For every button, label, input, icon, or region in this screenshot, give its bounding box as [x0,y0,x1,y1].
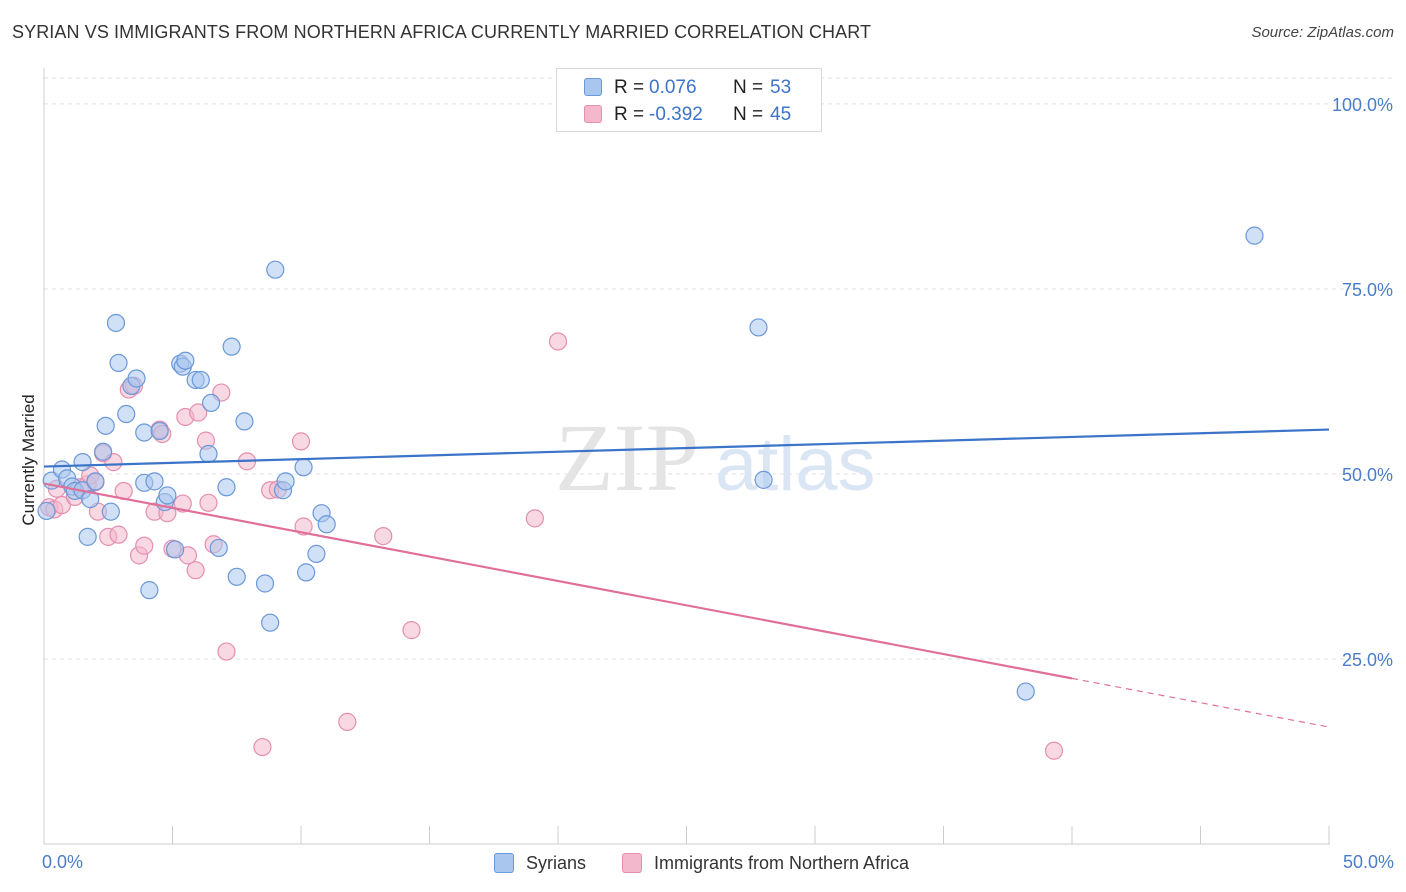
data-point-syrians [276,472,295,491]
data-point-syrians [145,472,164,491]
data-point-syrians [81,490,100,509]
data-point-syrians [78,527,97,546]
data-point-syrians [1016,682,1035,701]
data-point-syrians [255,574,275,593]
data-point-syrians [150,421,169,441]
data-point-northern-africa [548,332,568,351]
trend-lines [43,428,1330,728]
data-point-northern-africa [402,621,421,640]
y-tick-label: 75.0% [1342,280,1393,300]
data-point-syrians [106,313,126,333]
data-point-syrians [191,370,210,390]
data-point-syrians [217,478,236,497]
trend-line-syrians [43,428,1330,468]
data-point-syrians [94,442,113,461]
data-point-northern-africa [186,561,205,580]
data-point-syrians [235,412,254,431]
data-point-syrians [101,502,120,521]
data-point-syrians [754,470,773,489]
r-label: R = [614,104,645,125]
series-northern-africa-points [40,332,1064,760]
data-point-syrians [201,393,221,413]
watermark: ZIP atlas [555,404,876,511]
data-point-syrians [135,423,154,442]
data-point-northern-africa [109,525,128,544]
source-label: Source: ZipAtlas.com [1251,24,1394,41]
data-point-syrians [165,540,185,559]
n-value: 45 [770,104,792,125]
data-point-syrians [127,369,146,388]
data-point-syrians [222,337,241,356]
trend-line-northern-africa [43,482,1073,680]
data-point-northern-africa [374,527,393,546]
watermark-zip: ZIP [555,404,699,511]
data-point-syrians [73,453,92,472]
data-point-northern-africa [135,536,154,555]
data-point-syrians [109,353,128,373]
data-point-syrians [1245,226,1264,245]
data-point-northern-africa [1044,741,1064,760]
legend-label-northern-africa: Immigrants from Northern Africa [654,853,910,873]
data-point-syrians [317,515,336,534]
r-value: 0.076 [649,77,697,98]
data-point-northern-africa [173,494,192,513]
data-point-northern-africa [217,642,236,661]
data-point-northern-africa [52,495,72,515]
data-point-syrians [307,544,326,563]
data-point-northern-africa [199,493,218,512]
y-axis-label: Currently Married [19,394,38,526]
data-point-syrians [117,404,136,424]
data-point-syrians [140,581,159,600]
stats-box: R = 0.076 N = 53 R = -0.392 N = 45 [556,68,822,132]
legend-label-syrians: Syrians [526,853,587,873]
y-tick-label: 100.0% [1332,95,1393,115]
data-point-syrians [261,613,280,632]
data-point-northern-africa [189,403,208,422]
n-value: 53 [770,77,792,98]
data-point-syrians [227,567,246,586]
data-point-syrians [158,486,177,505]
y-tick-labels: 25.0% 50.0% 75.0% 100.0% [1332,95,1393,670]
stats-row-northern-africa: R = -0.392 N = 45 [557,102,821,128]
y-tick-label: 50.0% [1342,465,1393,485]
x-tick-label-min: 0.0% [42,852,84,872]
data-point-syrians [297,563,316,582]
data-point-syrians [199,444,218,464]
x-tick-label-max: 50.0% [1342,852,1394,872]
gridlines [44,77,1392,660]
chart-title: SYRIAN VS IMMIGRANTS FROM NORTHERN AFRIC… [12,22,872,42]
syrians-swatch [584,78,602,96]
northern-africa-swatch [584,105,602,123]
n-label: N = [733,77,764,98]
r-label: R = [614,77,645,98]
data-point-syrians [37,501,56,521]
r-value: -0.392 [649,104,703,125]
n-label: N = [733,104,764,125]
y-axis-label-wrap: Currently Married [14,300,42,630]
data-point-northern-africa [294,517,313,536]
data-point-northern-africa [291,432,311,451]
stats-row-syrians: R = 0.076 N = 53 [557,75,821,101]
trend-line-extension-northern-africa [1071,677,1330,728]
data-point-syrians [86,472,105,491]
data-point-northern-africa [253,737,272,757]
data-point-syrians [96,416,115,435]
data-point-syrians [294,458,313,477]
data-point-syrians [209,538,228,558]
legend-swatch-northern-africa [622,853,642,873]
legend-swatch-syrians [494,853,514,873]
series-syrians-points [37,226,1264,701]
y-tick-label: 25.0% [1342,650,1393,670]
data-point-northern-africa [338,712,357,731]
data-point-syrians [749,318,768,337]
data-point-northern-africa [525,509,544,528]
axes [43,68,1330,845]
data-point-syrians [176,351,195,370]
watermark-atlas: atlas [715,422,876,507]
data-point-syrians [266,260,285,279]
